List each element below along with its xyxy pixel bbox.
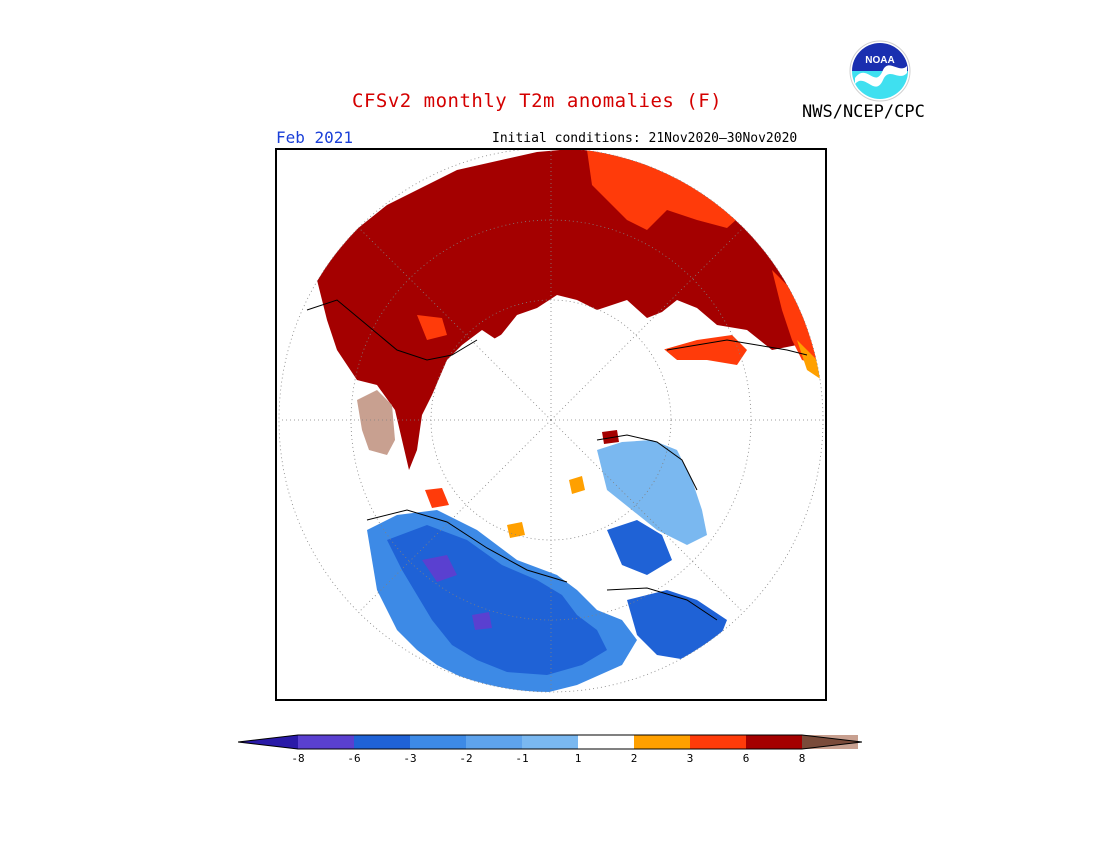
legend-bin-2 [354,735,410,749]
warm-anomaly-central-asia [662,335,747,365]
legend-bin-6 [578,735,634,749]
very-cold-core-west [422,555,457,582]
warm-patch-west [417,315,447,340]
legend-tick: 2 [630,752,638,765]
legend-tick: -2 [459,752,473,765]
warm-patch-4 [602,430,619,444]
chart-title: CFSv2 monthly T2m anomalies (F) [352,90,723,112]
very-cold-core-central [472,612,492,630]
warm-anomaly-east-coast [772,270,817,365]
map-panel [275,148,827,701]
legend-bin-1 [298,735,354,749]
agency-credit: NWS/NCEP/CPC [802,102,925,122]
legend-tick: -6 [347,752,361,765]
legend-arrow-min [238,735,298,749]
legend-bin-8 [690,735,746,749]
cold-anomaly-northeast-canada [607,520,672,575]
legend-tick: 6 [742,752,750,765]
initial-conditions: Initial conditions: 21Nov2020—30Nov2020 [492,131,798,146]
legend-arrow-max [802,735,862,749]
extreme-warm-anomaly [357,390,395,455]
legend-tick: -8 [291,752,305,765]
cold-anomaly-greenland [597,440,707,545]
legend-bin-4 [466,735,522,749]
legend-bin-3 [410,735,466,749]
legend-tick: 1 [574,752,582,765]
legend-tick: -3 [403,752,417,765]
legend-tick: 3 [686,752,694,765]
legend-tick: 8 [798,752,806,765]
warm-patch-1 [425,488,449,508]
anomaly-map [278,150,824,693]
legend-tick: -1 [515,752,529,765]
noaa-logo-text: NOAA [865,55,894,66]
color-legend [238,734,862,750]
warm-anomaly-siberia [317,150,807,470]
legend-bin-5 [522,735,578,749]
cold-anomaly-atlantic [627,590,727,660]
warm-patch-3 [569,476,585,494]
legend-bin-9 [746,735,802,749]
legend-bin-7 [634,735,690,749]
mild-warm-spot [797,340,822,380]
forecast-month: Feb 2021 [276,128,354,147]
noaa-logo-icon: NOAA [849,40,911,102]
warm-patch-2 [507,522,525,538]
